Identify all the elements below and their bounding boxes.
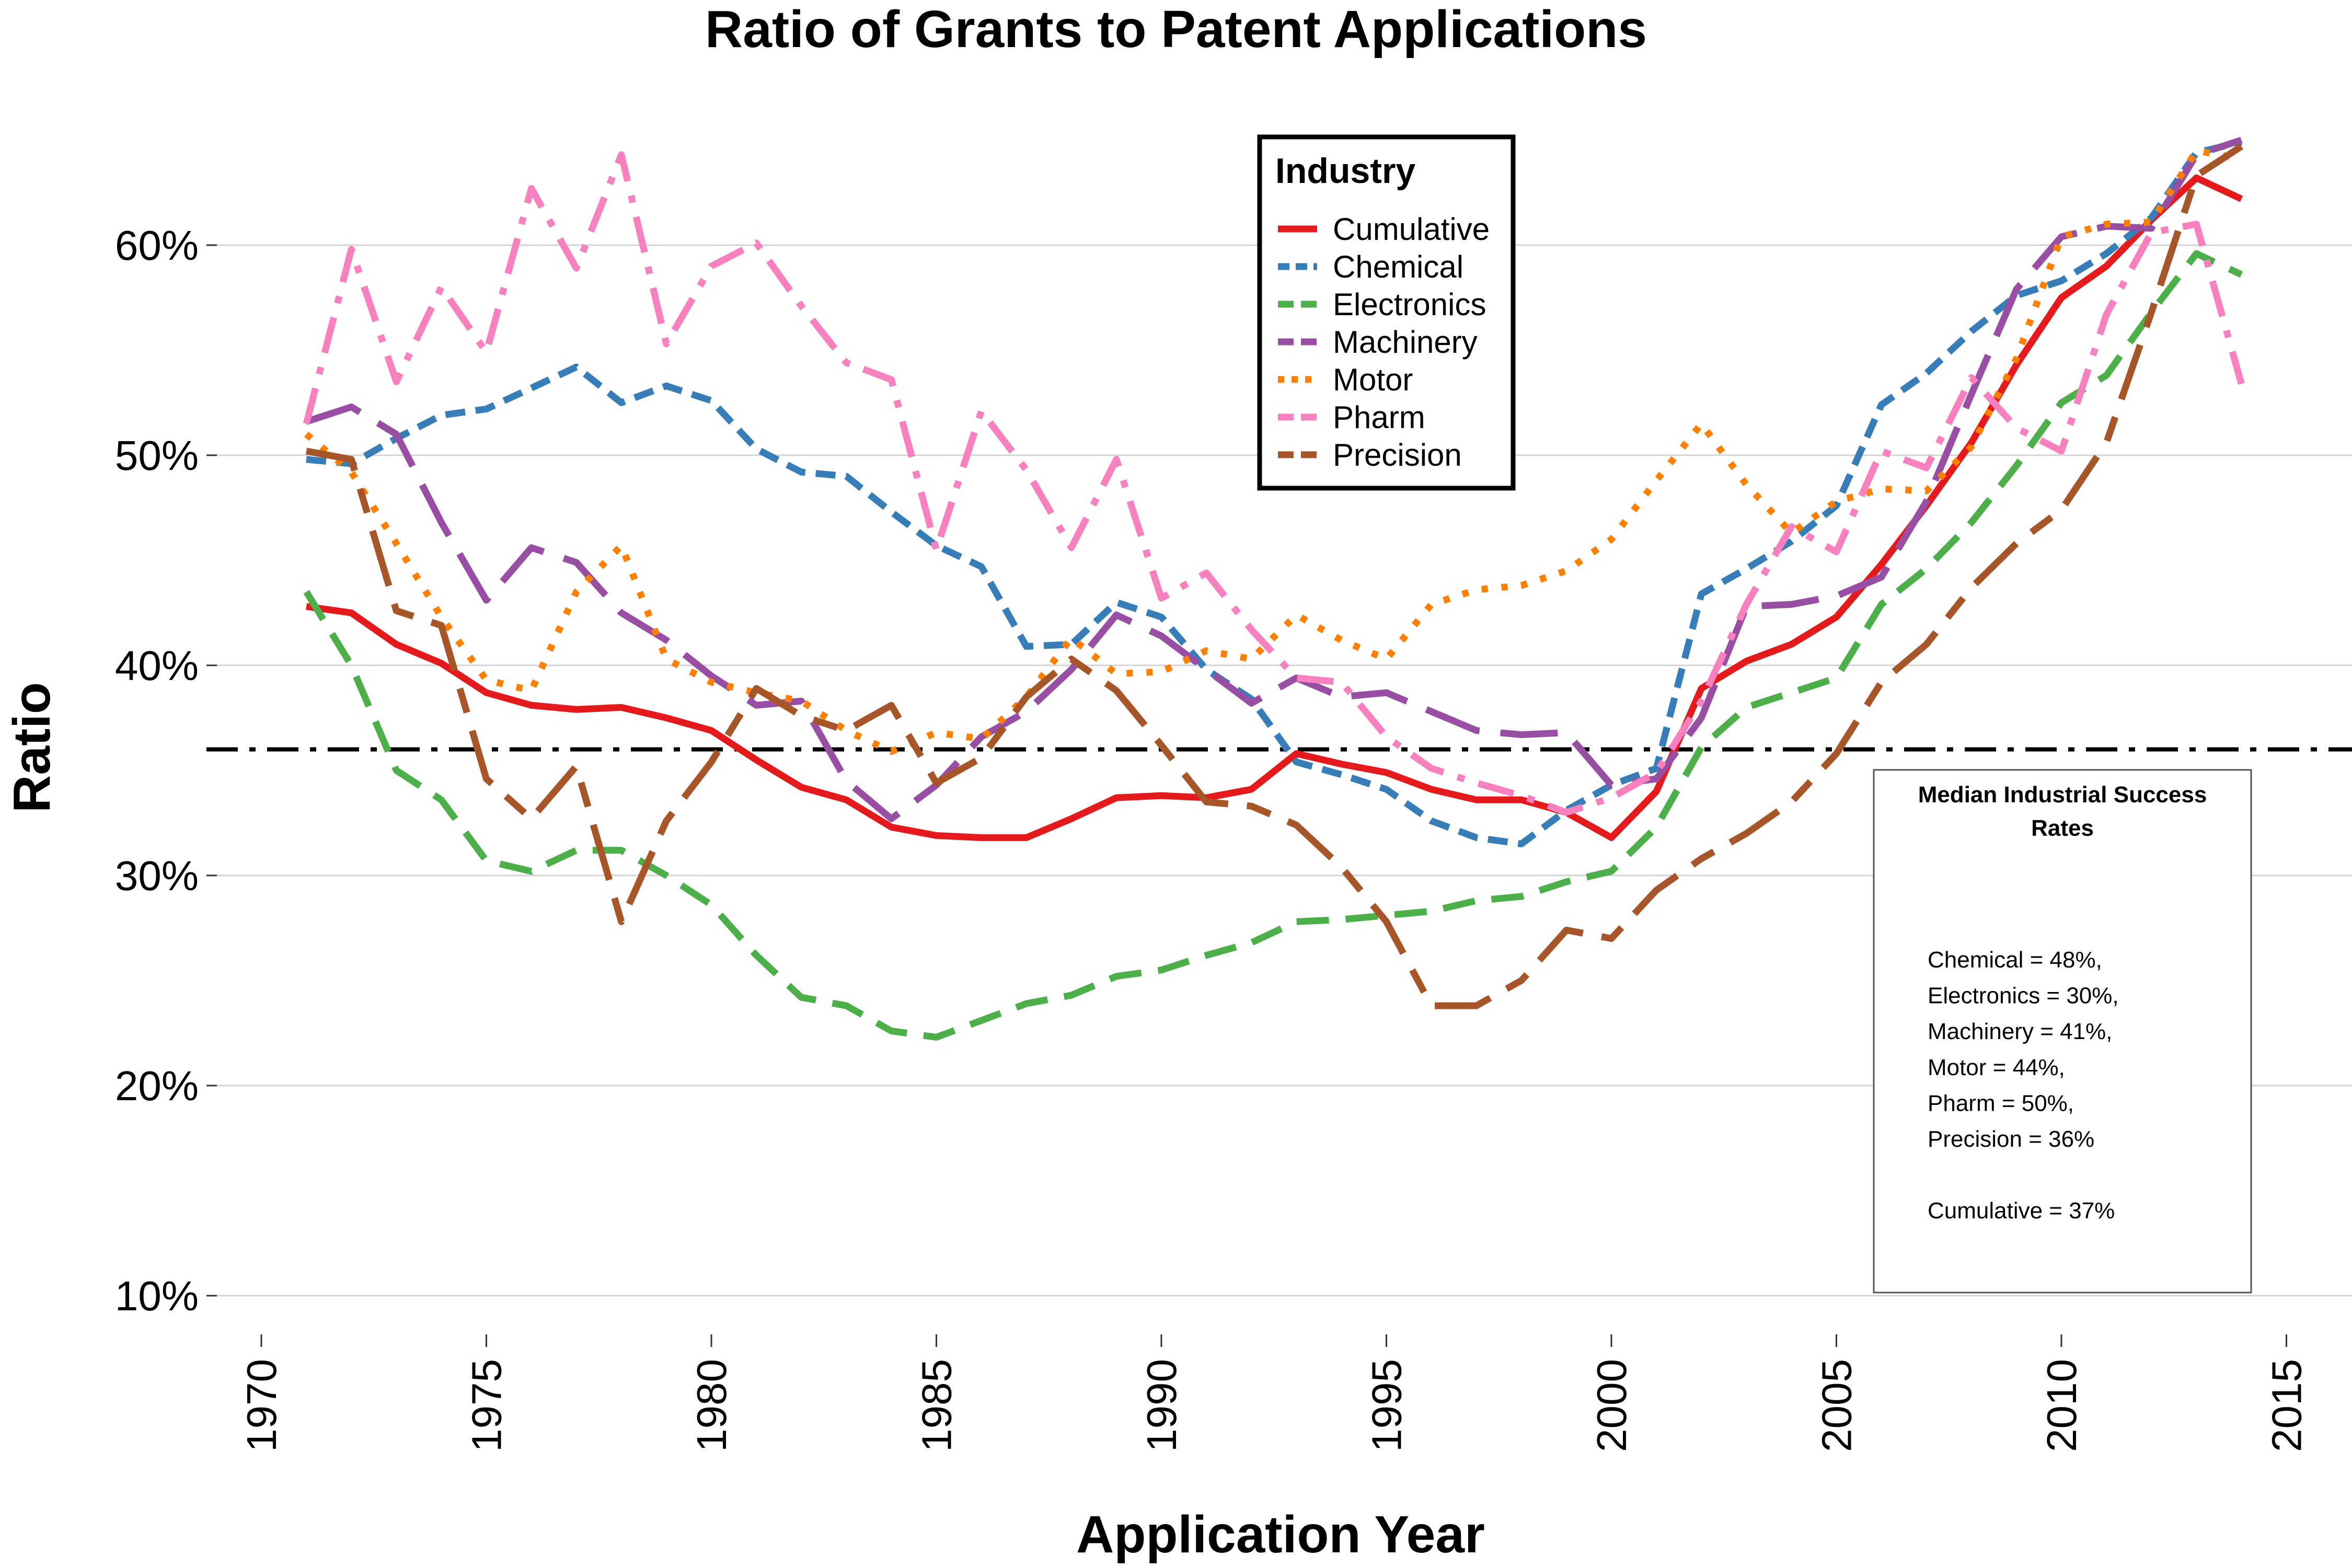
median-rate-line: Pharm = 50%, — [1928, 1090, 2074, 1116]
median-rate-line: Electronics = 30%, — [1928, 983, 2119, 1009]
series-line-electronics — [303, 250, 2243, 1041]
legend-label-machinery: Machinery — [1333, 325, 1478, 360]
legend-label-precision: Precision — [1333, 437, 1462, 472]
median-rate-line: Cumulative = 37% — [1928, 1198, 2115, 1224]
y-tick-label: 40% — [115, 642, 199, 689]
x-tick-label: 1990 — [1138, 1359, 1185, 1452]
median-rate-line: Chemical = 48%, — [1928, 947, 2102, 973]
series-line-pharm — [303, 151, 2245, 816]
x-tick-label: 1995 — [1364, 1359, 1410, 1452]
axes: 10% 20% 30% 40% 50% 60% 1970 1975 1980 1985 1990 19… — [115, 222, 2310, 1452]
legend-label-pharm: Pharm — [1333, 400, 1425, 435]
legend: Industry CumulativeChemicalElectronicsMa… — [1257, 134, 1516, 491]
median-rates-title: Median Industrial Success — [1918, 782, 2207, 808]
x-tick-label: 1985 — [914, 1359, 960, 1452]
median-rate-line: Machinery = 41%, — [1928, 1019, 2112, 1044]
series-line-motor — [304, 147, 2242, 755]
median-rates-text: Median Industrial Success Rates Chemical =… — [1918, 782, 2207, 1224]
legend-label-cumulative: Cumulative — [1333, 212, 1490, 247]
series-line-machinery — [305, 136, 2243, 822]
y-tick-label: 10% — [115, 1273, 199, 1319]
legend-items: CumulativeChemicalElectronicsMachineryMo… — [1278, 212, 1490, 472]
series-line-precision — [305, 143, 2243, 1009]
median-rates-frame — [1873, 769, 2252, 1294]
legend-label-chemical: Chemical — [1333, 249, 1463, 284]
x-tick-label: 1970 — [238, 1359, 285, 1452]
y-tick-label: 20% — [115, 1063, 199, 1109]
x-tick-label: 2000 — [1588, 1359, 1635, 1452]
legend-box — [1257, 134, 1516, 491]
median-rates-title: Rates — [2031, 815, 2094, 841]
median-rate-line: Motor = 44%, — [1928, 1055, 2065, 1080]
x-tick-label: 2005 — [1814, 1359, 1860, 1452]
series-lines — [303, 136, 2245, 1041]
x-tick-label: 2015 — [2264, 1359, 2310, 1452]
median-rates-box: Median Industrial Success Rates Chemical =… — [1873, 769, 2252, 1294]
median-rate-line: Precision = 36% — [1928, 1126, 2094, 1152]
legend-label-motor: Motor — [1333, 362, 1413, 397]
x-axis-title: Application Year — [1076, 1505, 1485, 1564]
x-tick-label: 2010 — [2038, 1359, 2085, 1452]
x-tick-label: 1980 — [688, 1359, 735, 1452]
y-tick-label: 50% — [115, 432, 199, 479]
legend-title: Industry — [1275, 151, 1415, 191]
y-tick-label: 60% — [115, 222, 199, 269]
chart-title: Ratio of Grants to Patent Applications — [705, 0, 1647, 59]
x-tick-label: 1975 — [464, 1359, 510, 1452]
y-axis-title: Ratio — [3, 682, 61, 813]
legend-label-electronics: Electronics — [1333, 287, 1486, 322]
y-tick-label: 30% — [115, 852, 199, 899]
